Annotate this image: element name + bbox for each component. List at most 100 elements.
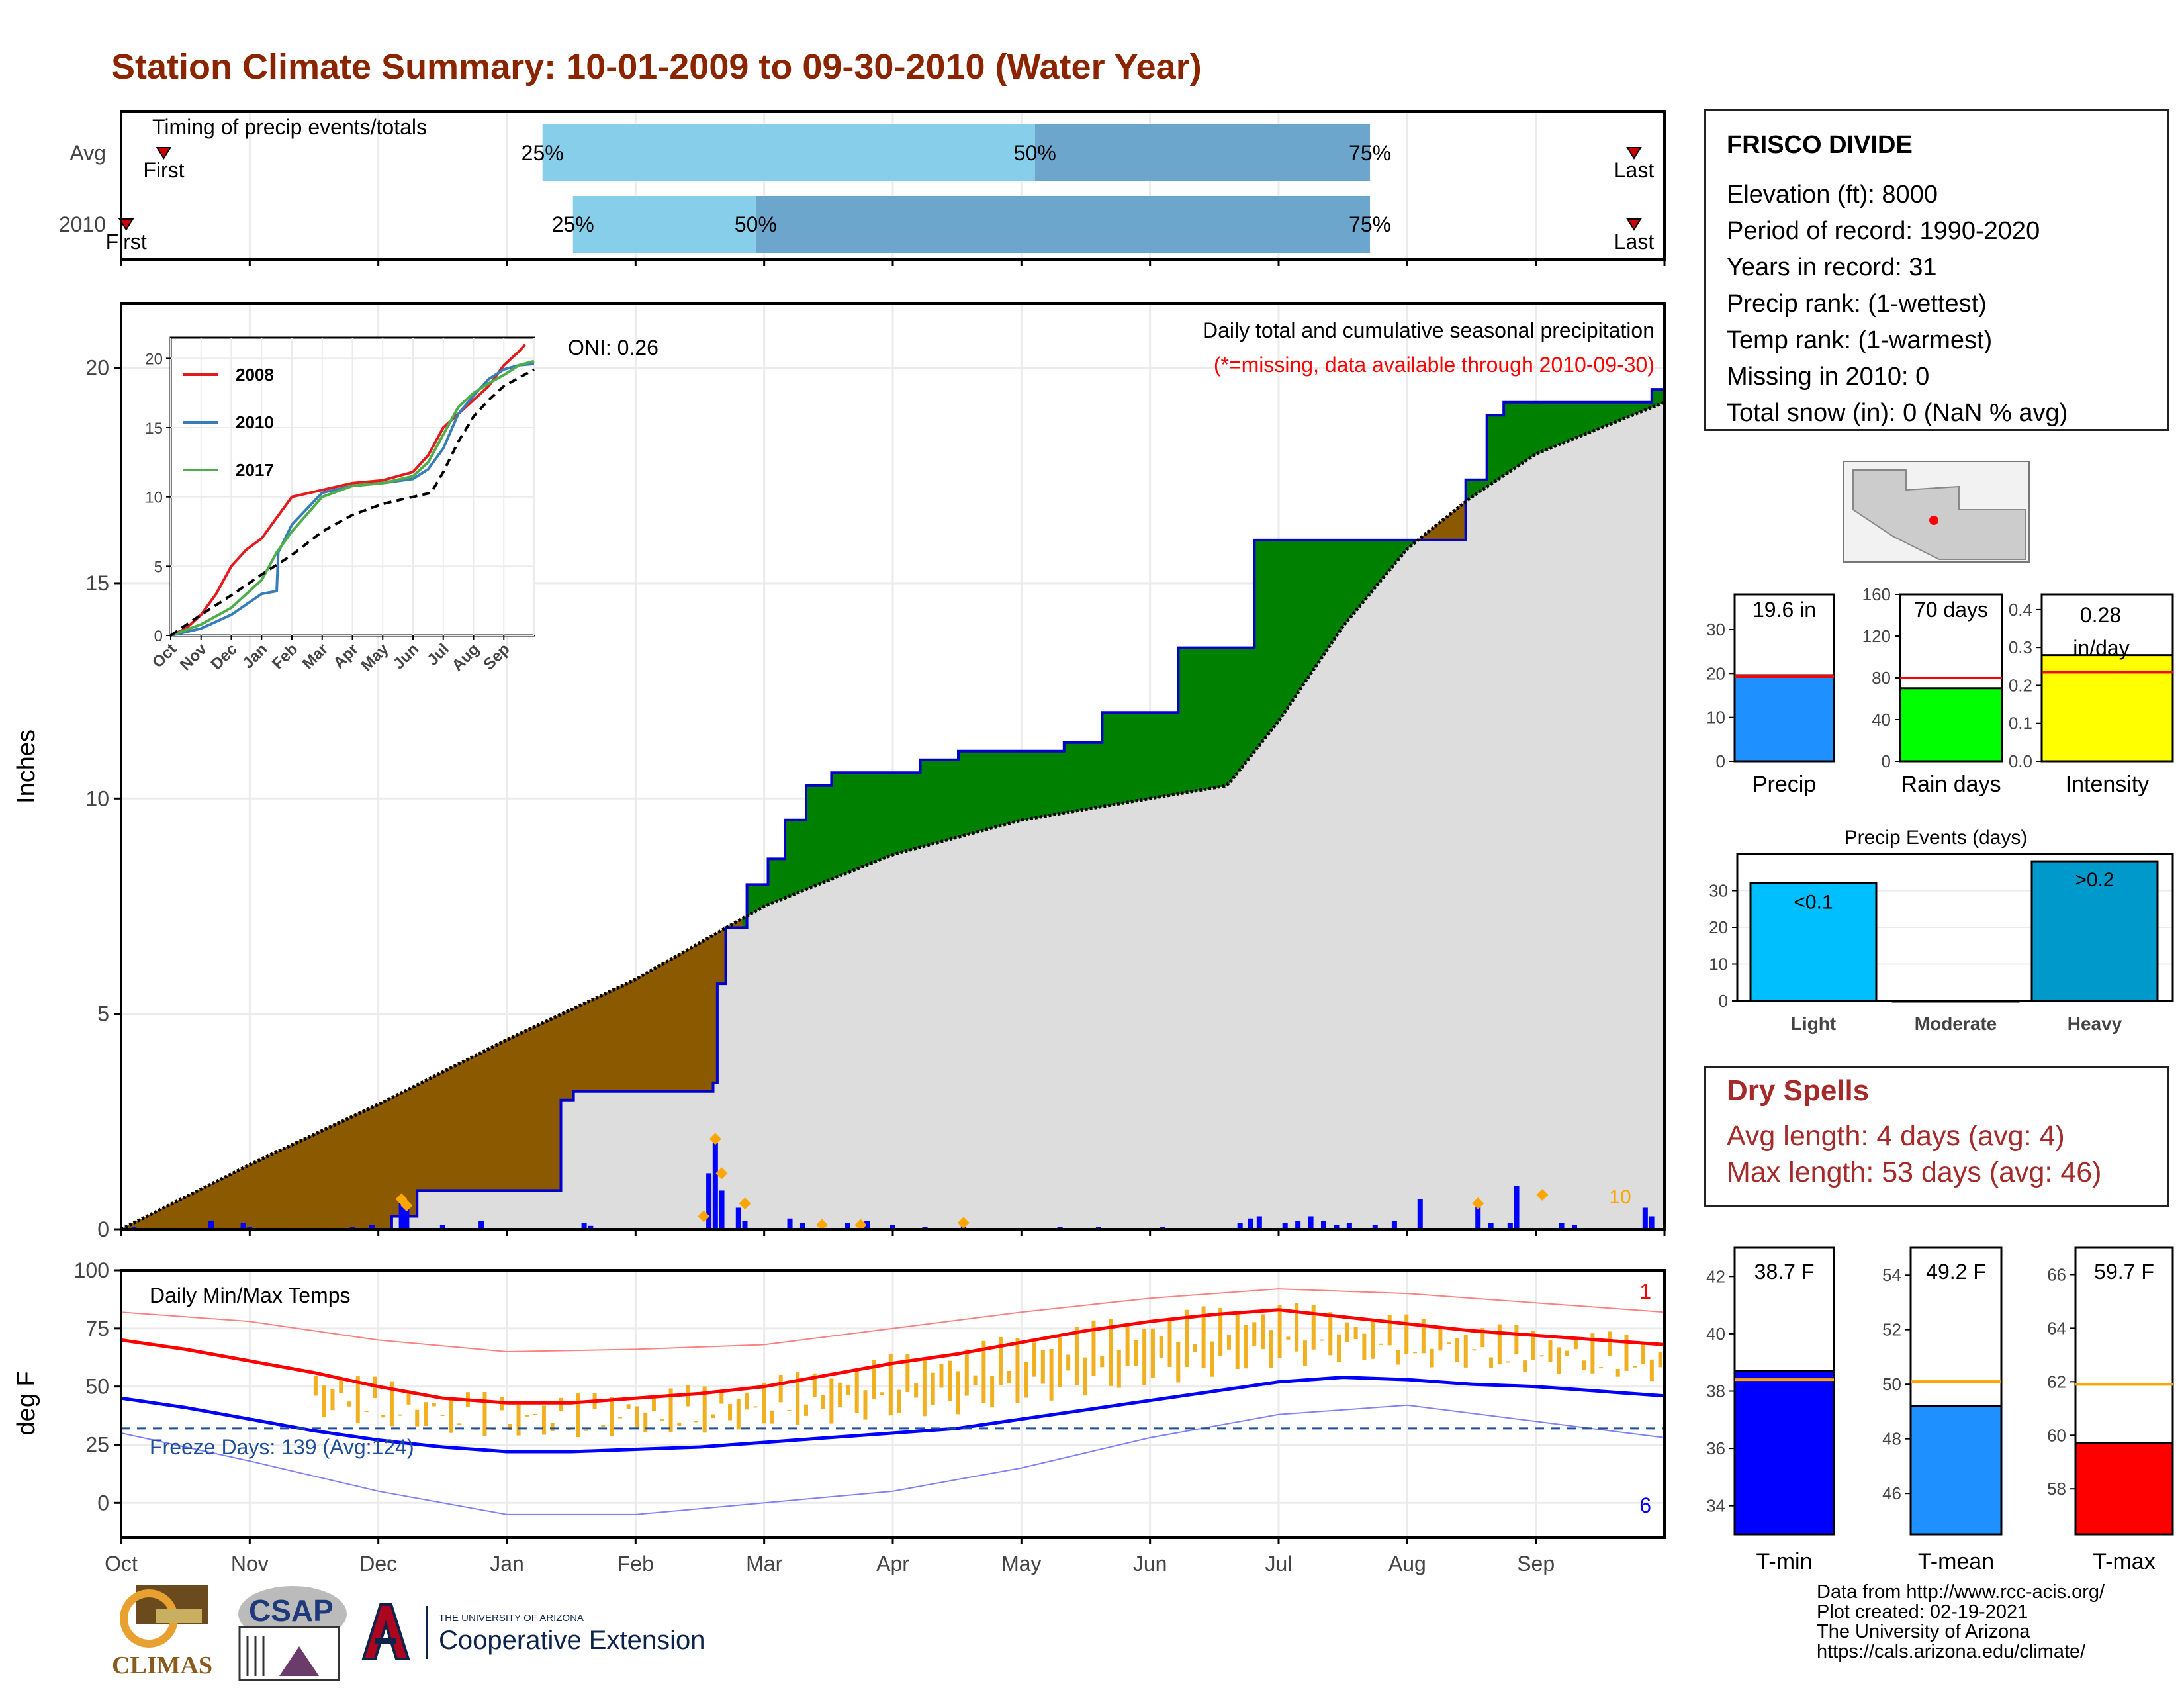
record-precip-marker [709,1133,721,1145]
temp-bar-2 [2074,1442,2174,1536]
summary-value-label: 19.6 in [1752,598,1816,622]
precip-deficit-area [306,1135,312,1230]
precip-deficit-area [471,1055,477,1191]
precip-deficit-area [328,1125,333,1230]
daily-temp-bar [939,1364,944,1388]
temp-bar-value-label: 59.7 F [2094,1260,2154,1284]
precip-surplus-area [1508,402,1513,473]
precip-deficit-area [366,1107,371,1230]
temp-bar-y-tick-label: 40 [1706,1324,1725,1344]
precip-surplus-area [1529,402,1534,459]
daily-temp-bar [854,1370,859,1413]
daily-temp-bar [660,1419,664,1421]
precip-deficit-area [264,1154,270,1230]
daily-temp-bar [1523,1360,1527,1372]
precip-surplus-area [890,772,895,856]
daily-temp-bar [398,1414,402,1416]
daily-temp-bar [1134,1340,1138,1366]
precip-deficit-area [577,1004,582,1092]
precip-surplus-area [1135,712,1141,802]
precip-surplus-area [1034,751,1039,819]
precip-surplus-area [933,759,938,845]
precip-surplus-area [1617,402,1623,422]
timing-label-25: 25% [522,141,564,165]
ua-extension-logo: THE UNIVERSITY OF ARIZONA Cooperative Ex… [359,1602,743,1662]
precip-surplus-area [1279,539,1285,721]
precip-surplus-area [996,751,1001,827]
precip-deficit-area [361,1109,367,1230]
daily-precip-bar [1507,1223,1513,1229]
daily-precip-bar [799,1223,805,1229]
timing-label-25: 25% [552,212,594,236]
daily-temp-bar [812,1373,817,1397]
precip-surplus-area [1203,647,1208,790]
temp-bar-name: T-mean [1918,1549,1994,1574]
daily-temp-bar [1396,1350,1400,1365]
precip-surplus-area [1334,539,1340,640]
daily-temp-bar [888,1354,893,1416]
precip-surplus-area [831,772,837,880]
precip-surplus-area [966,751,972,835]
precip-surplus-area [1338,539,1343,633]
precip-deficit-area [615,986,621,1092]
precip-surplus-area [1545,402,1551,451]
precip-surplus-area [1152,712,1158,799]
precip-surplus-area [1321,539,1327,659]
daily-temp-bar [643,1412,648,1432]
record-precip-marker [400,1199,413,1212]
precip-surplus-area [1347,539,1352,622]
precip-surplus-area [954,759,959,839]
precip-surplus-area [1156,712,1162,798]
precip-surplus-area [1351,539,1357,617]
precip-surplus-area [894,772,900,855]
precip-deficit-area [230,1171,236,1230]
daily-temp-bar [1489,1357,1494,1368]
daily-temp-bar [1210,1341,1214,1377]
precip-surplus-area [1300,539,1306,690]
event-bar-label: <0.1 [1794,891,1833,913]
temp-bar-y-tick-label: 34 [1706,1496,1725,1516]
precip-deficit-area [171,1201,177,1230]
timing-bar-25-50 [542,124,1035,181]
timing-row-label: Avg [69,141,106,165]
month-tick-label: Oct [105,1552,138,1575]
precip-surplus-area [1030,751,1035,820]
daily-temp-bar [956,1371,961,1415]
daily-temp-bar [1074,1327,1079,1385]
daily-temp-bar [1463,1335,1468,1368]
precip-deficit-area [560,1011,566,1101]
dry-spells-title: Dry Spells [1727,1074,1870,1107]
precip-surplus-area [1207,647,1212,790]
daily-temp-bar [1176,1342,1181,1383]
precip-deficit-area [535,1023,541,1191]
precip-deficit-area [581,1002,587,1092]
precip-surplus-area [835,772,841,878]
precip-deficit-area [531,1025,536,1191]
daily-temp-bar [1142,1329,1147,1385]
precip-surplus-area [1342,539,1348,628]
daily-temp-bar [1345,1322,1349,1342]
precip-surplus-area [1216,647,1221,788]
precip-surplus-area [1554,402,1559,447]
temp-bar-y-tick-label: 38 [1706,1382,1725,1401]
daily-precip-bar [1321,1220,1327,1229]
ua-a-icon [361,1603,410,1660]
record-precip-marker [1472,1197,1484,1209]
precip-surplus-area [878,772,883,861]
precip-deficit-area [687,947,693,1092]
precip-surplus-area [882,772,887,860]
precip-deficit-area [218,1178,223,1230]
precip-surplus-area [814,785,819,887]
precip-surplus-area [1550,402,1555,449]
inset-legend-label: 2010 [236,412,274,432]
precip-deficit-area [539,1021,545,1191]
daily-temp-bar [406,1390,411,1405]
precip-deficit-area [421,1080,426,1191]
daily-temp-bar [559,1397,563,1411]
normal-cumulative-area [121,402,1664,1230]
daily-temp-bar [652,1396,657,1411]
precip-deficit-area [179,1197,185,1230]
precip-deficit-area [505,1037,511,1191]
precip-surplus-area [924,759,929,847]
daily-precip-bar [712,1143,718,1229]
